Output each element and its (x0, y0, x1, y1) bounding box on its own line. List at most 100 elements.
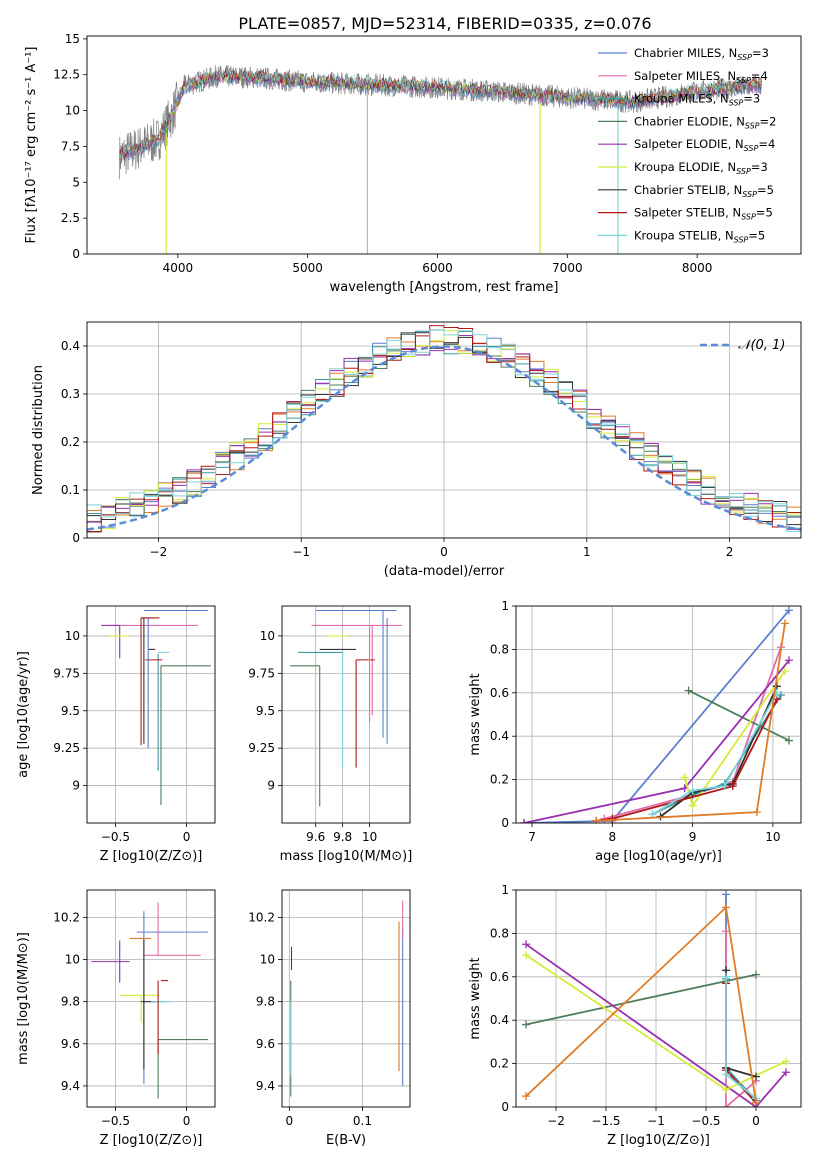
errorbar-point (143, 902, 201, 956)
x-tick-label: 4000 (163, 261, 194, 275)
x-tick-label: 7000 (552, 261, 583, 275)
y-tick-label: 10 (260, 629, 275, 643)
y-tick-label: 2.5 (61, 211, 80, 225)
axes-frame (515, 605, 802, 824)
legend-entry: Salpeter ELODIE, NSSP=4 (634, 137, 775, 153)
weight-point-marker (776, 690, 785, 699)
weight-series-line (683, 670, 786, 808)
legend-entry: 𝒩(0, 1) (738, 338, 785, 353)
y-axis-label: age [log10(age/yr)] (16, 651, 31, 778)
x-tick-label: 7 (528, 830, 536, 844)
x-tick-label: 0 (752, 1114, 760, 1128)
weight-point-marker (592, 816, 601, 823)
y-axis-label: Normed distribution (31, 365, 46, 495)
plot-area (516, 890, 801, 1107)
weight-point-marker (722, 972, 730, 981)
chart-mass-vs-Z: −0.5 0 9.4 9.6 9.8 10 10.2 Z [log10(Z/Z⊙)] mass … (16, 889, 216, 1148)
plot-area (87, 322, 801, 538)
normal-reference-curve (87, 345, 801, 531)
errorbar-point (119, 994, 160, 1023)
weight-point-marker (722, 1070, 730, 1079)
x-tick-label: 8 (609, 830, 617, 844)
legend-entry: Kroupa ELODIE, NSSP=3 (634, 160, 768, 176)
x-tick-label: −2 (150, 545, 168, 559)
y-tick-label: 9.4 (256, 1079, 275, 1093)
errorbar-point (101, 624, 121, 659)
spectrum-model-line (119, 70, 762, 160)
chart-weight-vs-Z: −2 −1.5 −1 −0.5 0 0 0.2 0.4 0.6 0.8 1 Z [log10(Z/Z⊙… (468, 883, 802, 1148)
weight-point-marker (608, 814, 617, 823)
weight-point-marker (522, 940, 530, 949)
y-tick-label: 0.6 (490, 686, 509, 700)
weight-series-line (652, 694, 782, 816)
y-tick-label: 0.1 (61, 483, 80, 497)
y-tick-label: 0.8 (490, 642, 509, 656)
y-tick-label: 10.2 (53, 910, 80, 924)
weight-point-marker (688, 786, 697, 795)
weight-series-line (596, 698, 778, 822)
y-tick-label: 0.4 (490, 1013, 509, 1027)
plot-area (87, 890, 215, 1107)
y-tick-label: 9.75 (248, 666, 275, 680)
weight-series-line (652, 692, 778, 816)
y-tick-label: 9.75 (53, 666, 80, 680)
errorbar-point (141, 617, 156, 749)
y-tick-label: 9 (72, 779, 80, 793)
y-tick-label: 1 (501, 883, 509, 897)
errorbar-point (311, 624, 402, 716)
residual-histogram (87, 329, 801, 532)
x-axis-label: Z [log10(Z/Z⊙)] (100, 849, 203, 864)
x-axis-label: wavelength [Angstrom, rest frame] (330, 280, 559, 295)
x-tick-label: −1 (292, 545, 310, 559)
x-axis-label: Z [log10(Z/Z⊙)] (607, 1133, 710, 1148)
y-axis-label: Flux [fλ10⁻¹⁷ erg cm⁻² s⁻¹ A⁻¹] (24, 47, 39, 244)
x-tick-label: 1 (583, 545, 591, 559)
axes-frame (86, 605, 216, 824)
x-tick-label: 9.6 (306, 830, 325, 844)
legend-entry: Salpeter MILES, NSSP=4 (634, 69, 768, 85)
x-axis-label: mass [log10(M/M⊙)] (280, 849, 413, 864)
y-tick-label: 9.8 (256, 995, 275, 1009)
weight-point-marker (522, 1092, 530, 1101)
x-tick-label: 0 (440, 545, 448, 559)
y-tick-label: 0 (501, 1100, 509, 1114)
chart-residuals: −2 −1 0 1 2 0 0.1 0.2 0.3 0.4 (data-model)/error No… (31, 321, 802, 579)
weight-series-line (725, 976, 757, 1100)
weight-series-line (525, 905, 757, 1103)
y-axis-label: mass [log10(M/M⊙)] (16, 932, 31, 1065)
residual-histogram (87, 330, 801, 533)
y-tick-label: 9.25 (248, 741, 275, 755)
chart-weight-vs-age: 7 8 9 10 0 0.2 0.4 0.6 0.8 1 age [log10(age/yr)] ma… (468, 599, 802, 864)
axes-frame (515, 889, 802, 1108)
weight-point-marker (752, 970, 760, 979)
weight-point-marker (752, 808, 761, 817)
axes-frame (281, 889, 411, 1108)
weight-point-marker (722, 1085, 730, 1094)
chart-mass-vs-EBV: 0 0.1 9.4 9.6 9.8 10 10.2 E(B-V) (248, 889, 411, 1148)
weight-point-marker (720, 782, 729, 791)
legend-entry: Chabrier STELIB, NSSP=5 (634, 183, 774, 199)
weight-point-marker (728, 782, 737, 791)
axes-frame (86, 889, 216, 1108)
x-tick-label: −0.5 (101, 830, 130, 844)
weight-point-marker (782, 1068, 790, 1077)
weight-point-marker (784, 656, 793, 665)
errorbar-point (136, 911, 208, 1084)
errorbar-point (140, 617, 160, 746)
spectrum-model-line (119, 67, 762, 159)
x-tick-label: 5000 (292, 261, 323, 275)
plot-area (282, 890, 410, 1107)
y-tick-label: 0 (72, 531, 80, 545)
x-axis-label: (data-model)/error (384, 564, 505, 579)
residual-histogram (87, 335, 801, 530)
x-axis-label: age [log10(age/yr)] (595, 849, 722, 864)
plot-area (119, 64, 763, 254)
axes-frame (86, 35, 802, 255)
weight-point-marker (752, 1072, 760, 1081)
weight-point-marker (522, 951, 530, 960)
weight-series-line (725, 970, 757, 1078)
weight-point-marker (680, 773, 689, 782)
x-tick-label: −1.5 (591, 1114, 620, 1128)
weight-point-marker (722, 927, 730, 936)
x-tick-label: 0 (183, 1114, 191, 1128)
